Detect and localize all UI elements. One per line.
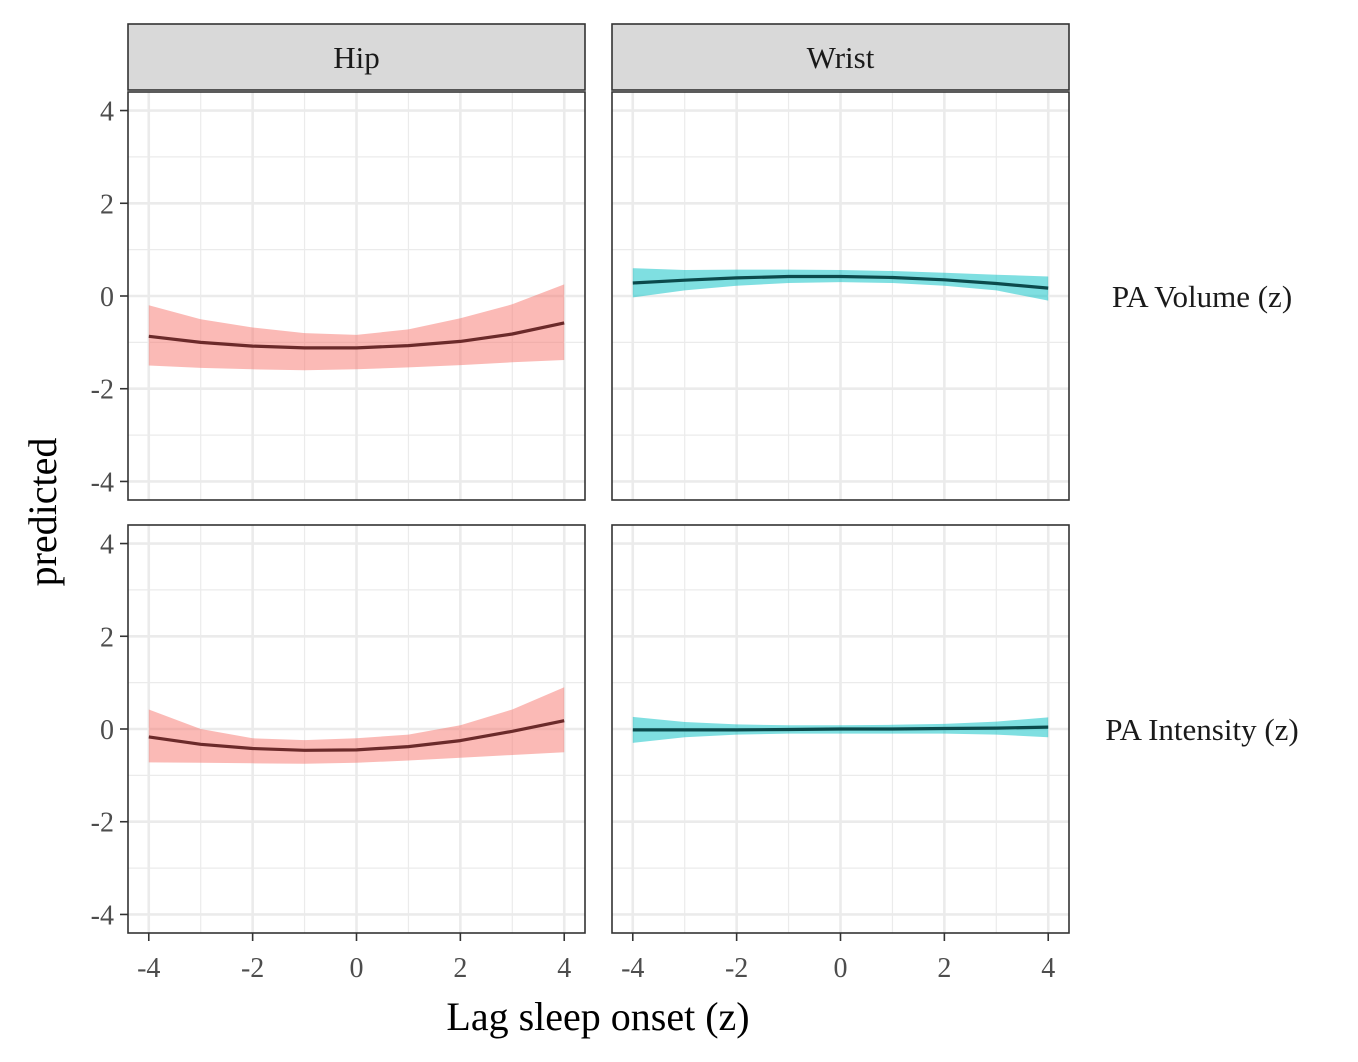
y-tick-label: 0 [100,715,114,746]
y-tick-label: -4 [91,900,114,931]
strip-label: Hip [333,40,380,75]
y-tick-label: 2 [100,189,114,220]
row-label: PA Volume (z) [1112,279,1292,314]
x-tick-label: 2 [453,953,467,984]
y-axis-title: predicted [20,438,65,587]
strip-wrist: Wrist [611,23,1070,91]
x-tick-label: -2 [725,953,748,984]
x-tick-label: -2 [241,953,264,984]
axes-layer: PA Volume (z) PA Intensity (z) -4 -2 0 2 4 -4 -2… [91,97,1299,984]
row-label: PA Intensity (z) [1105,712,1298,747]
panels-layer [127,91,1070,934]
strip-background [611,23,1070,91]
x-tick-label: -4 [621,953,644,984]
x-tick-label: 4 [1041,953,1055,984]
panel-hip-1 [127,524,586,934]
y-tick-label: -4 [91,467,114,498]
confidence-ribbon [148,284,565,371]
prediction-line [632,274,1049,290]
y-tick-label: 0 [100,282,114,313]
panel-border [611,91,1070,501]
prediction-line [148,719,565,752]
x-tick-label: 0 [350,953,364,984]
strip-hip: Hip [127,23,586,91]
facet-strips: Hip Wrist [127,23,1070,91]
panel-wrist-1 [611,524,1070,934]
x-tick-label: 0 [834,953,848,984]
prediction-line [148,321,565,350]
x-axis-title: Lag sleep onset (z) [446,994,749,1039]
panel-wrist-0 [611,91,1070,501]
y-tick-label: -2 [91,808,114,839]
x-tick-label: 2 [937,953,951,984]
strip-label: Wrist [807,40,875,75]
confidence-ribbon [148,687,565,764]
panel-hip-0 [127,91,586,501]
x-tick-label: 4 [557,953,571,984]
y-tick-label: 4 [100,530,114,561]
y-tick-label: 2 [100,622,114,653]
x-tick-label: -4 [137,953,160,984]
y-tick-label: -2 [91,375,114,406]
strip-background [127,23,586,91]
y-tick-label: 4 [100,97,114,128]
